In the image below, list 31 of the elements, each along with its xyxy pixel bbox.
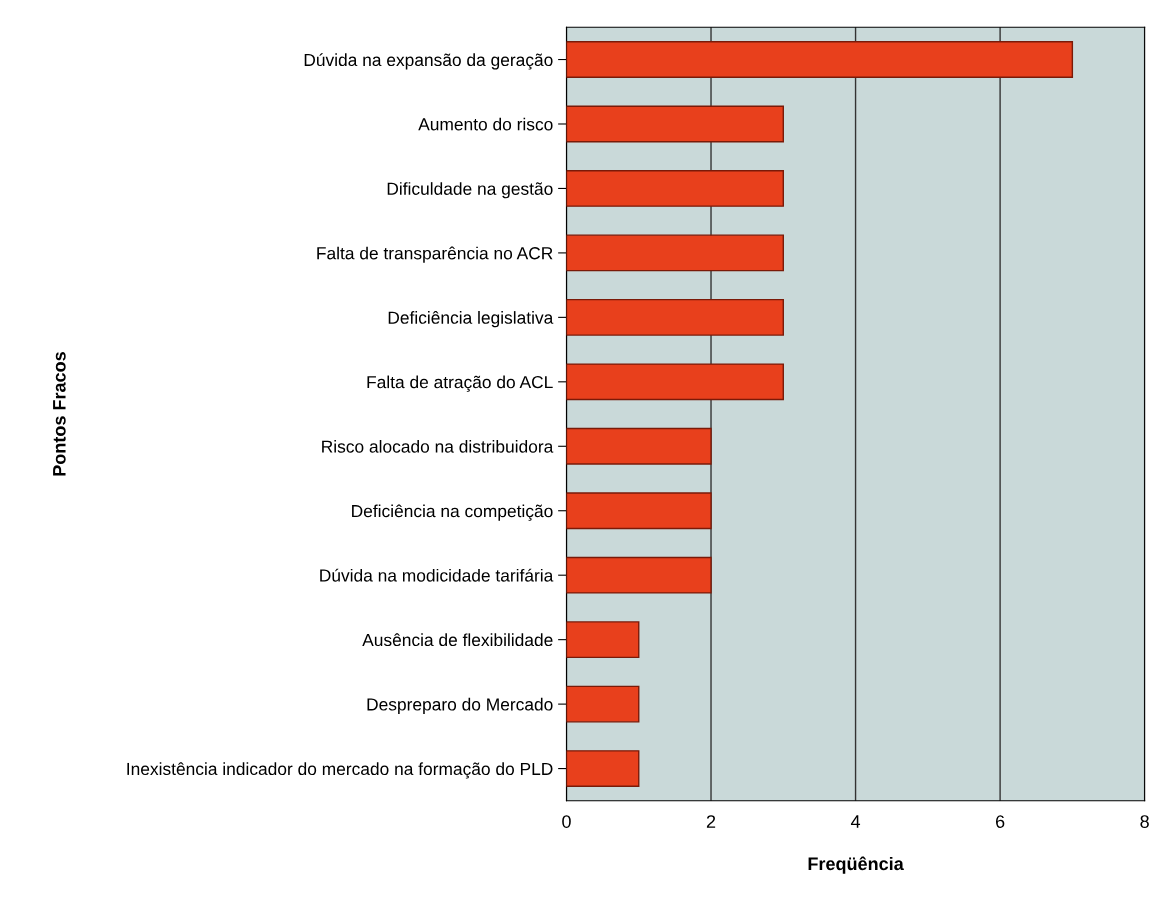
bar [566, 427, 712, 465]
x-tick-label: 6 [996, 815, 1005, 828]
x-tick-label: 2 [706, 815, 716, 828]
y-tick-label: Dificuldade na gestão [387, 182, 553, 199]
x-tick-label: 8 [1140, 815, 1149, 828]
bar [566, 363, 784, 401]
x-axis-title: Freqüência [808, 856, 904, 874]
y-tick-label: Deficiência na competição [352, 504, 553, 521]
bar [566, 41, 1074, 78]
x-tick-label: 0 [562, 815, 571, 828]
y-tick-label: Dúvida na modicidade tarifária [320, 568, 554, 582]
x-tick-label: 4 [850, 815, 861, 828]
bar [566, 621, 640, 659]
y-tick-label: Deficiência legislativa [388, 311, 554, 328]
y-tick-label: Dúvida na expansão da geração [304, 53, 553, 70]
y-axis-title: Pontos Fracos [53, 352, 66, 476]
y-tick-label: Ausência de flexibilidade [362, 633, 553, 647]
bar [566, 492, 712, 530]
y-tick-label: Despreparo do Mercado [367, 697, 553, 715]
bar [566, 556, 712, 594]
bar [566, 685, 640, 723]
y-tick-label: Falta de atração do ACL [367, 375, 553, 392]
y-tick-label: Falta de transparência no ACR [317, 246, 553, 263]
y-tick-label: Risco alocado na distribuidora [322, 439, 554, 453]
bar [566, 750, 640, 787]
bar [566, 234, 784, 272]
y-tick-label: Inexistência indicador do mercado na formação do PLD [127, 762, 553, 779]
y-tick-label: Aumento do risco [418, 117, 553, 131]
bar [566, 170, 784, 207]
bar [566, 105, 784, 143]
bar [566, 298, 784, 336]
